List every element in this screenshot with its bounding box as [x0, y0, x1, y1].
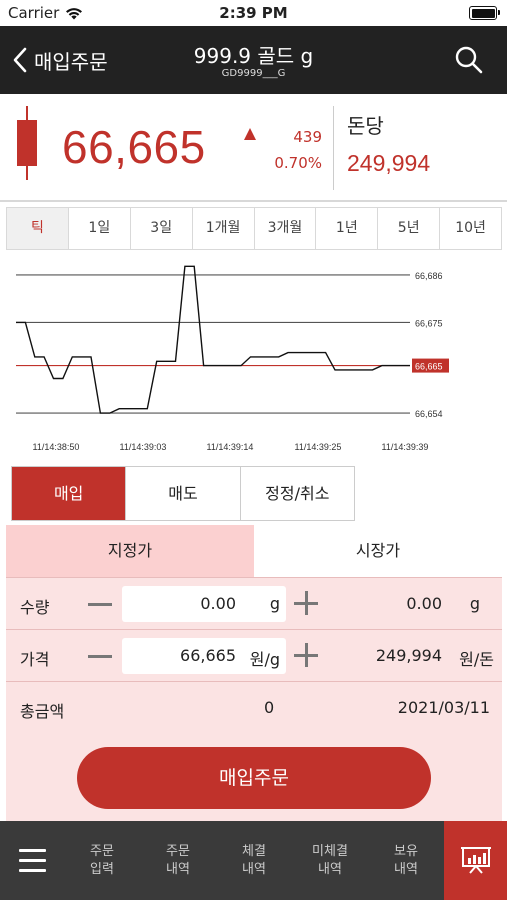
quantity-minus-button[interactable]	[88, 603, 112, 606]
search-icon[interactable]	[453, 44, 485, 76]
x-tick-label: 11/14:39:14	[207, 442, 254, 452]
x-tick-label: 11/14:38:50	[33, 442, 80, 452]
total-row: 총금액 0 2021/03/11	[6, 681, 502, 733]
current-price-label: 66,665	[415, 362, 443, 372]
up-arrow-icon	[244, 128, 256, 140]
bottom-nav: 주문 입력 주문 내역 체결 내역 미체결 내역 보유 내역	[0, 821, 507, 900]
wifi-icon	[66, 7, 83, 19]
nav-holdings-history[interactable]: 보유 내역	[368, 821, 444, 900]
price-change-percent: 0.70%	[274, 154, 322, 172]
nav-label: 입력	[90, 861, 114, 877]
carrier-info: Carrier	[8, 4, 83, 22]
x-tick-label: 11/14:39:25	[295, 442, 342, 452]
quote-panel: 66,665 439 0.70% 돈당 249,994	[0, 94, 507, 202]
nav-label: 체결	[242, 843, 266, 859]
quantity-unit: g	[269, 594, 280, 613]
tab-sell[interactable]: 매도	[126, 467, 241, 520]
chart-presentation-icon	[461, 847, 491, 874]
nav-label: 내역	[242, 861, 266, 877]
don-label: 돈당	[347, 114, 384, 138]
total-value: 0	[264, 698, 275, 717]
candlestick-icon	[17, 106, 37, 180]
y-tick-label: 66,654	[415, 409, 443, 419]
nav-executed-history[interactable]: 체결 내역	[216, 821, 292, 900]
price-label: 가격	[20, 650, 50, 669]
tab-tick[interactable]: 틱	[7, 208, 69, 249]
quantity-value: 0.00	[200, 594, 236, 613]
quantity-row: 수량 0.00 g 0.00 g	[6, 577, 502, 629]
back-label: 매입주문	[34, 49, 108, 74]
quantity-converted-value: 0.00	[406, 594, 442, 613]
y-tick-label: 66,675	[415, 318, 443, 328]
price-unit: 원/g	[249, 650, 280, 669]
price-row: 가격 66,665 원/g 249,994 원/돈	[6, 629, 502, 681]
price-per-don-unit: 원/돈	[459, 650, 494, 669]
tab-market-price[interactable]: 시장가	[254, 525, 502, 577]
page-title: 999.9 골드 g	[193, 44, 314, 68]
current-price: 66,665	[62, 121, 206, 173]
order-form: 지정가 시장가 수량 0.00 g 0.00 g 가격 66,665 원/g 2…	[6, 525, 502, 821]
price-plus-button[interactable]	[294, 643, 318, 667]
order-type-tabs: 매입 매도 정정/취소	[11, 466, 355, 521]
submit-order-button[interactable]: 매입주문	[77, 747, 431, 809]
status-time: 2:39 PM	[219, 4, 288, 22]
y-tick-label: 66,686	[415, 271, 443, 281]
chevron-left-icon	[13, 47, 27, 73]
tab-modify-cancel[interactable]: 정정/취소	[240, 467, 354, 520]
nav-order-history[interactable]: 주문 내역	[140, 821, 216, 900]
carrier-label: Carrier	[8, 4, 60, 22]
tab-1month[interactable]: 1개월	[193, 208, 255, 249]
nav-label: 미체결	[312, 843, 348, 859]
order-date: 2021/03/11	[397, 698, 490, 717]
tab-3day[interactable]: 3일	[131, 208, 193, 249]
tab-10year[interactable]: 10년	[455, 220, 486, 236]
price-input[interactable]: 66,665 원/g	[122, 638, 286, 674]
quantity-label: 수량	[20, 598, 50, 617]
battery-icon	[469, 6, 500, 20]
x-tick-label: 11/14:39:39	[382, 442, 429, 452]
x-tick-label: 11/14:39:03	[120, 442, 167, 452]
status-bar: Carrier 2:39 PM	[0, 0, 507, 26]
price-minus-button[interactable]	[88, 655, 112, 658]
divider	[333, 106, 334, 190]
price-value: 66,665	[180, 646, 236, 665]
tab-3month[interactable]: 3개월	[255, 208, 317, 249]
current-price-tag	[412, 358, 449, 373]
nav-order-entry[interactable]: 주문 입력	[64, 821, 140, 900]
chart-presentation-button[interactable]	[444, 821, 507, 900]
tab-1day[interactable]: 1일	[69, 208, 131, 249]
quantity-input[interactable]: 0.00 g	[122, 586, 286, 622]
quantity-plus-button[interactable]	[294, 591, 318, 615]
price-per-don-value: 249,994	[375, 646, 442, 665]
tab-buy[interactable]: 매입	[12, 467, 127, 520]
price-change: 439	[293, 128, 322, 146]
nav-unexecuted-history[interactable]: 미체결 내역	[292, 821, 368, 900]
total-label: 총금액	[20, 702, 65, 721]
price-chart: 66,686 66,675 66,654 66,665 11/14:38:50 11/14…	[16, 265, 449, 452]
nav-label: 주문	[166, 843, 190, 859]
price-type-tabs: 지정가 시장가	[6, 525, 502, 577]
price-series-line	[16, 265, 410, 414]
product-code: GD9999___G	[221, 68, 286, 79]
nav-label: 보유	[394, 843, 418, 859]
tab-5year[interactable]: 5년	[378, 208, 441, 249]
nav-label: 내역	[166, 861, 190, 877]
tab-limit-price[interactable]: 지정가	[6, 525, 254, 577]
period-tabs: 틱 1일 3일 1개월 3개월 1년 5년 10년	[6, 207, 502, 250]
quantity-converted-unit: g	[469, 594, 480, 613]
nav-label: 내역	[394, 861, 418, 877]
nav-label: 주문	[90, 843, 114, 859]
don-price: 249,994	[347, 150, 431, 176]
nav-label: 내역	[318, 861, 342, 877]
back-button[interactable]: 매입주문	[12, 42, 108, 78]
tab-1year[interactable]: 1년	[316, 208, 379, 249]
nav-bar: 매입주문 999.9 골드 g GD9999___G	[0, 26, 507, 94]
hamburger-menu-icon[interactable]	[0, 821, 64, 900]
